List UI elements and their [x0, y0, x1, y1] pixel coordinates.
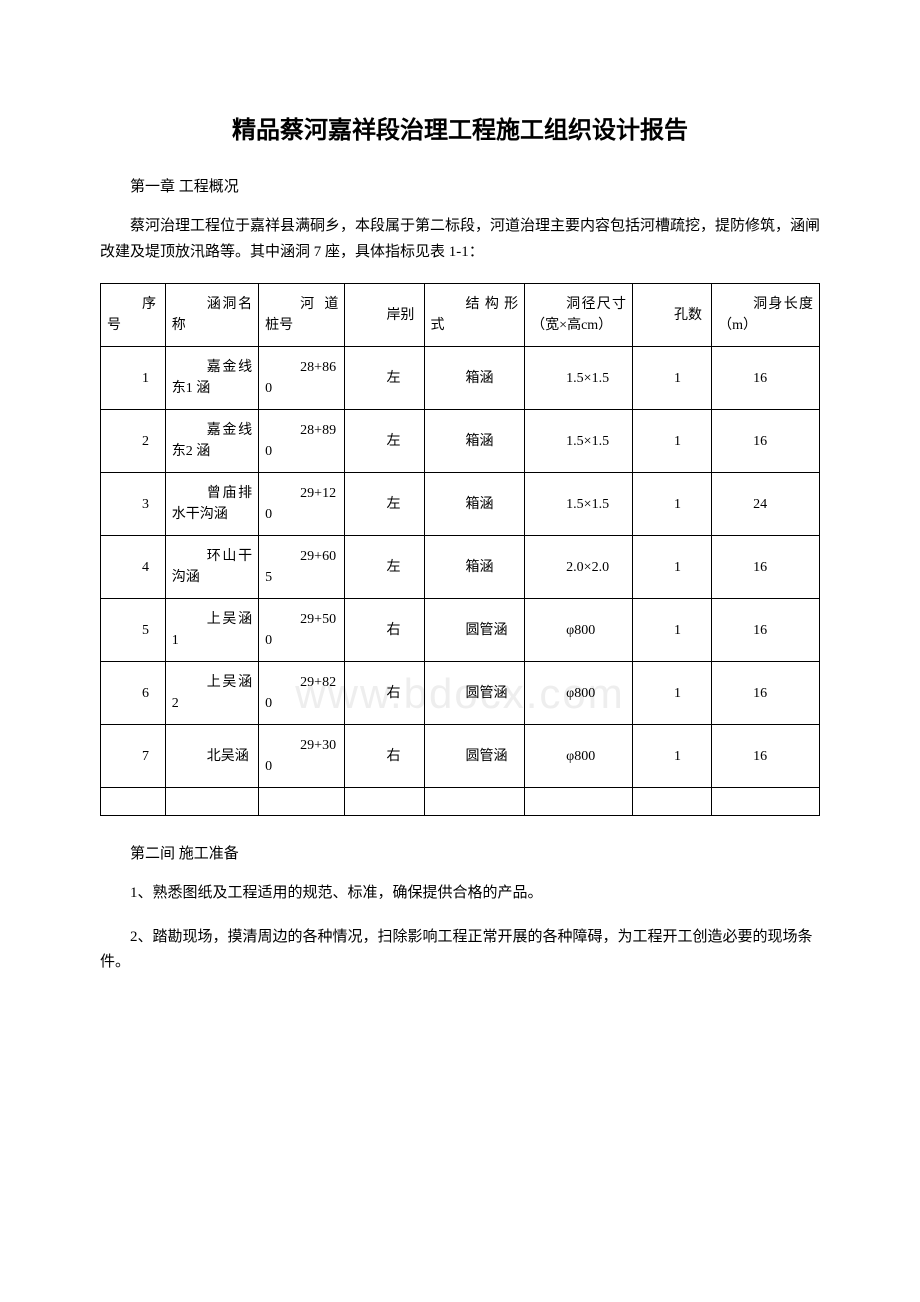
table-cell: 24	[712, 473, 820, 536]
table-cell: 28+890	[259, 410, 345, 473]
th-stake: 河道桩号	[259, 284, 345, 347]
table-cell: 右	[345, 599, 424, 662]
table-cell	[165, 788, 258, 816]
table-cell: 箱涵	[424, 536, 525, 599]
table-cell: 曾庙排水干沟涵	[165, 473, 258, 536]
table-cell: φ800	[525, 599, 633, 662]
intro-paragraph: 蔡河治理工程位于嘉祥县满硐乡，本段属于第二标段，河道治理主要内容包括河槽疏挖，提…	[100, 214, 820, 265]
table-row: 3曾庙排水干沟涵29+120左箱涵1.5×1.5124	[101, 473, 820, 536]
table-cell: 28+860	[259, 347, 345, 410]
table-cell: φ800	[525, 662, 633, 725]
table-cell	[345, 788, 424, 816]
table-cell: 2	[101, 410, 166, 473]
table-cell: 4	[101, 536, 166, 599]
table-cell	[525, 788, 633, 816]
table-cell: 29+820	[259, 662, 345, 725]
table-cell: 1.5×1.5	[525, 410, 633, 473]
th-structure: 结构形式	[424, 284, 525, 347]
table-cell: 1	[633, 725, 712, 788]
table-cell: 1	[633, 662, 712, 725]
table-row: 5上吴涵 129+500右圆管涵φ800116	[101, 599, 820, 662]
table-row: 2嘉金线东2 涵28+890左箱涵1.5×1.5116	[101, 410, 820, 473]
table-cell: 右	[345, 725, 424, 788]
table-cell	[101, 788, 166, 816]
table-row-empty	[101, 788, 820, 816]
table-cell: 16	[712, 599, 820, 662]
table-cell: 3	[101, 473, 166, 536]
table-cell: 左	[345, 347, 424, 410]
table-cell: 箱涵	[424, 473, 525, 536]
table-cell: 圆管涵	[424, 599, 525, 662]
th-bank: 岸别	[345, 284, 424, 347]
document-title: 精品蔡河嘉祥段治理工程施工组织设计报告	[100, 110, 820, 145]
table-cell: 嘉金线东2 涵	[165, 410, 258, 473]
table-cell: 16	[712, 410, 820, 473]
table-cell: 7	[101, 725, 166, 788]
table-cell	[712, 788, 820, 816]
prep-item-2: 2、踏勘现场，摸清周边的各种情况，扫除影响工程正常开展的各种障碍，为工程开工创造…	[100, 925, 820, 976]
table-cell: 1	[633, 536, 712, 599]
table-cell: 1.5×1.5	[525, 473, 633, 536]
table-cell: 左	[345, 473, 424, 536]
table-cell: 1	[101, 347, 166, 410]
table-cell: 左	[345, 410, 424, 473]
table-cell: 嘉金线东1 涵	[165, 347, 258, 410]
th-holes: 孔数	[633, 284, 712, 347]
table-cell: 箱涵	[424, 410, 525, 473]
table-cell: 16	[712, 536, 820, 599]
table-cell: 上吴涵 1	[165, 599, 258, 662]
table-cell: 圆管涵	[424, 725, 525, 788]
table-cell: 29+300	[259, 725, 345, 788]
table-cell: 圆管涵	[424, 662, 525, 725]
table-cell: 6	[101, 662, 166, 725]
prep-item-1: 1、熟悉图纸及工程适用的规范、标准，确保提供合格的产品。	[100, 881, 820, 907]
table-cell	[633, 788, 712, 816]
table-row: 4环山干沟涵29+605左箱涵2.0×2.0116	[101, 536, 820, 599]
table-cell: 5	[101, 599, 166, 662]
th-seq: 序号	[101, 284, 166, 347]
table-cell: 环山干沟涵	[165, 536, 258, 599]
table-cell: 16	[712, 662, 820, 725]
table-cell: 29+605	[259, 536, 345, 599]
culvert-table: 序号 涵洞名称 河道桩号 岸别 结构形式 洞径尺寸（宽×高cm） 孔数 洞身长度…	[100, 283, 820, 816]
table-row: 1嘉金线东1 涵28+860左箱涵1.5×1.5116	[101, 347, 820, 410]
table-cell: 2.0×2.0	[525, 536, 633, 599]
table-cell: 1	[633, 347, 712, 410]
table-header-row: 序号 涵洞名称 河道桩号 岸别 结构形式 洞径尺寸（宽×高cm） 孔数 洞身长度…	[101, 284, 820, 347]
table-row: 7北吴涵29+300右圆管涵φ800116	[101, 725, 820, 788]
table-cell: 16	[712, 347, 820, 410]
th-length: 洞身长度（m）	[712, 284, 820, 347]
th-size: 洞径尺寸（宽×高cm）	[525, 284, 633, 347]
table-cell: 1	[633, 599, 712, 662]
table-cell	[259, 788, 345, 816]
table-row: 6上吴涵 229+820右圆管涵φ800116	[101, 662, 820, 725]
table-cell: 1.5×1.5	[525, 347, 633, 410]
table-cell: 1	[633, 473, 712, 536]
chapter-1-heading: 第一章 工程概况	[100, 175, 820, 196]
th-name: 涵洞名称	[165, 284, 258, 347]
table-cell: 左	[345, 536, 424, 599]
table-cell	[424, 788, 525, 816]
table-cell: 16	[712, 725, 820, 788]
chapter-2-heading: 第二间 施工准备	[100, 842, 820, 863]
table-cell: 北吴涵	[165, 725, 258, 788]
table-cell: φ800	[525, 725, 633, 788]
table-cell: 29+500	[259, 599, 345, 662]
table-cell: 29+120	[259, 473, 345, 536]
table-cell: 箱涵	[424, 347, 525, 410]
table-cell: 上吴涵 2	[165, 662, 258, 725]
table-cell: 1	[633, 410, 712, 473]
table-cell: 右	[345, 662, 424, 725]
